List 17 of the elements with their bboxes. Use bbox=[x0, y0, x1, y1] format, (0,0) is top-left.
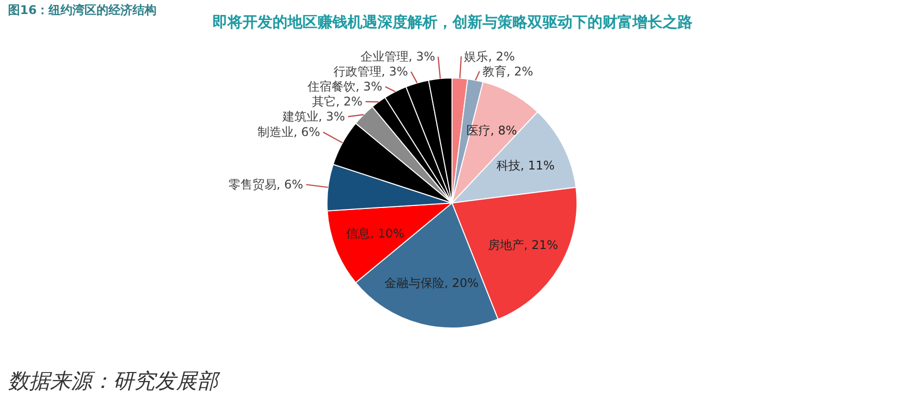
slice-label: 其它, 2% bbox=[312, 94, 363, 109]
slice-label: 教育, 2% bbox=[482, 64, 534, 78]
slice-label: 科技, 11% bbox=[496, 158, 555, 173]
source-note: 数据来源：研究发展部 bbox=[8, 369, 221, 393]
text: 图16：纽约湾区的经济结构 bbox=[8, 3, 157, 17]
slice-label: 制造业, 6% bbox=[258, 125, 320, 140]
slice-label: 住宿餐饮, 3% bbox=[306, 80, 382, 94]
slice-label: 企业管理, 3% bbox=[360, 50, 436, 64]
chart-title: 即将开发的地区赚钱机遇深度解析，创新与策略双驱动下的财富增长之路 bbox=[212, 13, 692, 31]
slice-label: 建筑业, 3% bbox=[281, 110, 346, 124]
slice-label: 娱乐, 2% bbox=[464, 49, 515, 64]
slice-label: 医疗, 8% bbox=[466, 124, 518, 138]
slice-label: 零售贸易, 6% bbox=[228, 178, 304, 192]
slice-label: 信息, 10% bbox=[346, 226, 404, 240]
slice-label: 房地产, 21% bbox=[488, 238, 558, 252]
slice-label: 行政管理, 3% bbox=[333, 64, 408, 79]
slice-label: 金融与保险, 20% bbox=[384, 276, 479, 290]
